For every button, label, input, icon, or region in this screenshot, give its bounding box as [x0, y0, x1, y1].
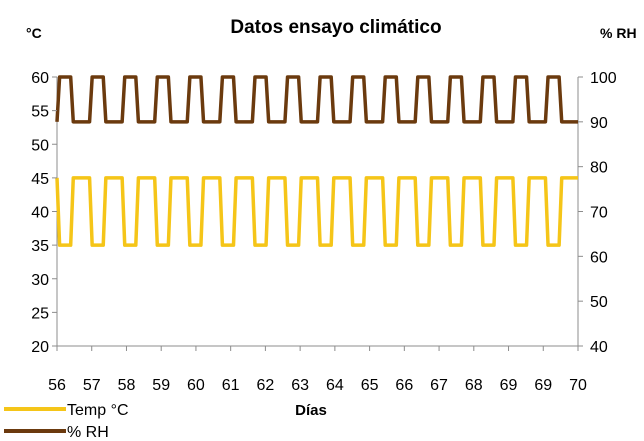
- x-tick-label: 69: [534, 377, 552, 394]
- x-tick-label: 59: [152, 377, 170, 394]
- x-tick-label: 56: [48, 377, 66, 394]
- right-tick-label: 60: [590, 249, 608, 266]
- x-tick-label: 70: [569, 377, 587, 394]
- x-axis-ticks: 56 57 58 59 60 61 62 63 64 65 66 67 68 69 69 70: [48, 346, 587, 394]
- right-tick-label: 100: [590, 70, 617, 87]
- x-tick-label: 60: [187, 377, 205, 394]
- x-tick-label: 66: [395, 377, 413, 394]
- x-tick-label: 61: [222, 377, 240, 394]
- x-axis-label: Días: [295, 402, 327, 419]
- left-tick-label: 20: [31, 339, 49, 356]
- legend-label-rh: % RH: [67, 424, 109, 441]
- x-tick-label: 58: [118, 377, 136, 394]
- left-tick-label: 45: [31, 171, 49, 188]
- x-tick-label: 62: [257, 377, 275, 394]
- chart-title: Datos ensayo climático: [230, 17, 441, 38]
- left-tick-label: 50: [31, 137, 49, 154]
- right-tick-label: 50: [590, 294, 608, 311]
- legend-label-temp: Temp °C: [67, 402, 129, 419]
- right-tick-label: 90: [590, 115, 608, 132]
- left-tick-label: 60: [31, 70, 49, 87]
- right-axis-unit: % RH: [600, 25, 637, 41]
- x-tick-label: 64: [326, 377, 344, 394]
- x-tick-label: 57: [83, 377, 101, 394]
- x-tick-label: 69: [500, 377, 518, 394]
- x-tick-label: 67: [430, 377, 448, 394]
- right-tick-label: 40: [590, 339, 608, 356]
- right-tick-label: 70: [590, 205, 608, 222]
- left-tick-label: 25: [31, 305, 49, 322]
- series-line-rh: [55, 75, 578, 124]
- left-tick-label: 40: [31, 205, 49, 222]
- left-axis-unit: °C: [26, 25, 42, 41]
- series-line-temp: [55, 176, 578, 247]
- left-tick-label: 55: [31, 104, 49, 121]
- series-layer: [55, 75, 578, 247]
- left-tick-label: 30: [31, 272, 49, 289]
- x-tick-label: 63: [291, 377, 309, 394]
- left-tick-label: 35: [31, 238, 49, 255]
- legend: Temp °C % RH: [4, 402, 129, 441]
- right-tick-label: 80: [590, 160, 608, 177]
- x-tick-label: 65: [361, 377, 379, 394]
- right-axis-ticks: 40 50 60 70 80 90 100: [578, 70, 617, 356]
- x-tick-label: 68: [465, 377, 483, 394]
- left-axis-ticks: 20 25 30 35 40 45 50 55 60: [31, 70, 57, 356]
